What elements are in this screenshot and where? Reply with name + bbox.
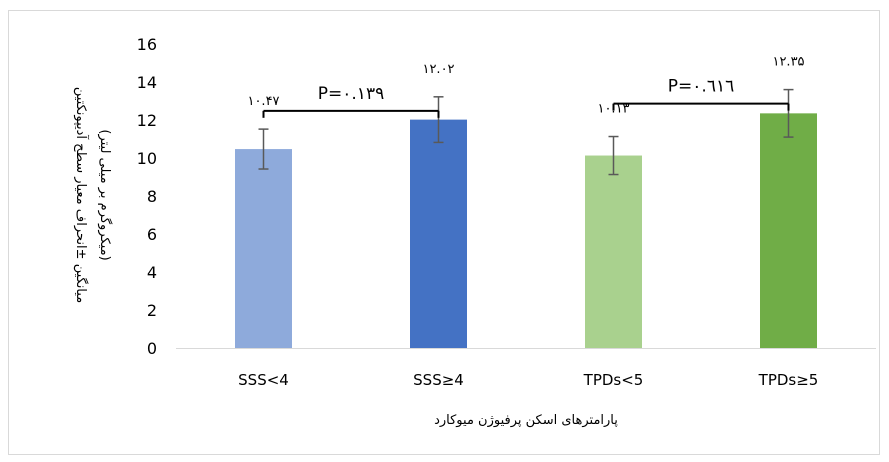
x-axis-title: پارامترهای اسکن پرفیوژن میوکارد [434,413,618,428]
bar [410,120,467,348]
y-axis-title-line2: (میکروگرم بر میلی لیتر) [97,129,113,260]
y-tick-label: 6 [147,225,157,244]
bar [585,156,642,348]
category-label: TPDs≥5 [758,371,819,389]
category-label: SSS≥4 [413,371,464,389]
y-tick-label: 16 [137,35,157,54]
bars [235,113,817,348]
p-value-label: P=۰.۱۳۹ [318,84,384,104]
y-tick-label: 2 [147,301,157,320]
y-tick-label: 12 [137,111,157,130]
y-tick-label: 10 [137,149,157,168]
data-label: ۱۰.۴۷ [247,94,279,109]
y-tick-label: 4 [147,263,157,282]
significance-bracket: P=۰.٦١٦ [614,77,789,111]
y-tick-label: 14 [137,73,157,92]
data-label: ۱۲.۰۲ [422,62,454,77]
y-axis-ticks: 0 2 4 6 8 10 12 14 16 [137,35,157,358]
y-tick-label: 8 [147,187,157,206]
significance-bracket: P=۰.۱۳۹ [264,84,439,118]
category-label: TPDs<5 [583,371,644,389]
p-value-label: P=۰.٦١٦ [668,77,734,97]
bar [760,113,817,348]
y-axis-title-line1: میانگین ±انحراف معیار سطح آدیپونکتین [73,87,90,303]
category-label: SSS<4 [238,371,289,389]
data-label: ۱۲.۳۵ [772,55,804,70]
significance-brackets: P=۰.۱۳۹ P=۰.٦١٦ [264,77,789,118]
category-labels: SSS<4 SSS≥4 TPDs<5 TPDs≥5 [238,371,818,389]
bar [235,149,292,348]
y-tick-label: 0 [147,339,157,358]
